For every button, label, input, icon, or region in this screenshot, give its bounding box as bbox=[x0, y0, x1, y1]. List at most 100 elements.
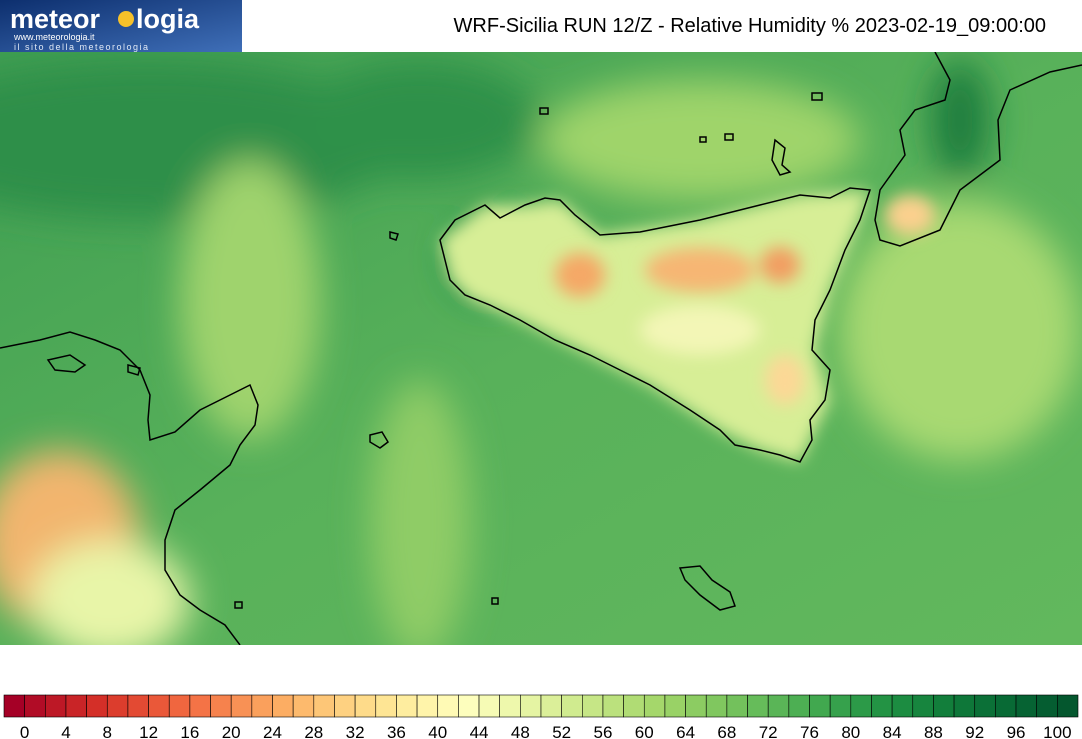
color-swatch bbox=[747, 694, 769, 718]
color-swatch bbox=[871, 694, 893, 718]
aeolian-islands bbox=[771, 138, 792, 176]
pantelleria bbox=[369, 431, 389, 449]
color-swatch bbox=[685, 694, 707, 718]
calabria-coast bbox=[874, 52, 1082, 247]
colorbar-tick-label: 96 bbox=[1007, 723, 1026, 739]
logo-name-start: meteor bbox=[10, 4, 101, 34]
colorbar-tick-label: 24 bbox=[263, 723, 282, 739]
color-swatch bbox=[354, 694, 377, 718]
colorbar-tick-label: 80 bbox=[841, 723, 860, 739]
color-swatch bbox=[313, 694, 335, 718]
logo-url: www.meteorologia.it bbox=[13, 32, 95, 42]
colorbar-tick-label: 52 bbox=[552, 723, 571, 739]
color-swatch bbox=[540, 694, 562, 718]
color-swatch bbox=[602, 694, 624, 718]
color-swatch bbox=[520, 694, 542, 718]
color-swatch bbox=[499, 694, 521, 718]
colorbar-tick-label: 8 bbox=[103, 723, 112, 739]
color-swatch bbox=[272, 694, 294, 718]
color-swatch bbox=[933, 694, 955, 718]
color-swatch bbox=[623, 694, 645, 718]
color-swatch bbox=[45, 694, 67, 718]
color-swatch bbox=[582, 694, 604, 718]
color-swatch bbox=[148, 694, 170, 718]
logo-background bbox=[0, 0, 242, 52]
color-swatch bbox=[561, 694, 583, 718]
color-swatch bbox=[995, 694, 1017, 718]
color-swatch bbox=[106, 694, 129, 718]
color-swatch bbox=[1015, 694, 1037, 718]
color-swatch bbox=[86, 694, 108, 718]
colorbar-tick-label: 72 bbox=[759, 723, 778, 739]
color-swatch bbox=[705, 694, 728, 718]
malta bbox=[678, 565, 736, 611]
color-swatch bbox=[850, 694, 872, 718]
logo-tagline: il sito della meteorologia bbox=[14, 42, 150, 52]
logo: meteor logia www.meteorologia.it il sito… bbox=[0, 0, 242, 52]
colorbar-tick-label: 36 bbox=[387, 723, 406, 739]
color-swatch bbox=[891, 694, 914, 718]
small-islands bbox=[127, 92, 823, 609]
colorbar-tick-label: 76 bbox=[800, 723, 819, 739]
colorbar: 0 4 8 12 16 20 24 28 32 36 40 44 48 52 56 60 64 68 72 76 80 8… bbox=[3, 694, 1079, 739]
island bbox=[46, 354, 87, 373]
colorbar-tick-label: 60 bbox=[635, 723, 654, 739]
colorbar-tick-label: 4 bbox=[61, 723, 70, 739]
color-swatch bbox=[396, 694, 418, 718]
colorbar-tick-label: 32 bbox=[346, 723, 365, 739]
color-swatch bbox=[478, 694, 500, 718]
humidity-patterns bbox=[0, 60, 1080, 645]
coastlines bbox=[0, 52, 1082, 645]
logo-sun bbox=[118, 11, 134, 27]
colorbar-tick-label: 28 bbox=[304, 723, 323, 739]
color-swatch bbox=[767, 694, 790, 718]
color-swatch bbox=[168, 694, 191, 718]
map bbox=[0, 52, 1082, 645]
color-swatch bbox=[230, 694, 253, 718]
color-swatch bbox=[912, 694, 934, 718]
colorbar-tick-label: 44 bbox=[470, 723, 489, 739]
logo-name-end: logia bbox=[136, 4, 200, 34]
sicily-coast bbox=[439, 187, 872, 463]
color-swatch bbox=[974, 694, 996, 718]
colorbar-tick-label: 16 bbox=[180, 723, 199, 739]
map-title: WRF-Sicilia RUN 12/Z - Relative Humidity… bbox=[454, 15, 1046, 37]
colorbar-tick-label: 48 bbox=[511, 723, 530, 739]
color-swatch bbox=[437, 694, 459, 718]
colorbar-tick-label: 64 bbox=[676, 723, 695, 739]
color-swatch bbox=[726, 694, 748, 718]
color-swatch bbox=[664, 694, 686, 718]
color-swatch bbox=[210, 694, 232, 718]
color-swatch bbox=[829, 694, 852, 718]
colorbar-tick-label: 20 bbox=[222, 723, 241, 739]
color-swatch bbox=[1036, 694, 1058, 718]
color-swatch bbox=[788, 694, 810, 718]
colorbar-tick-label: 56 bbox=[594, 723, 613, 739]
color-swatch bbox=[643, 694, 666, 718]
color-swatch bbox=[458, 694, 480, 718]
colorbar-tick-label: 88 bbox=[924, 723, 943, 739]
color-swatch bbox=[334, 694, 356, 718]
colorbar-tick-label: 40 bbox=[428, 723, 447, 739]
color-swatch bbox=[3, 694, 25, 718]
colorbar-tick-label: 0 bbox=[20, 723, 29, 739]
color-swatch bbox=[251, 694, 273, 718]
color-swatch bbox=[809, 694, 831, 718]
color-swatch bbox=[189, 694, 211, 718]
colorbar-tick-label: 84 bbox=[883, 723, 902, 739]
color-swatch bbox=[375, 694, 397, 718]
color-swatch bbox=[24, 694, 46, 718]
color-swatch bbox=[292, 694, 315, 718]
color-swatch bbox=[953, 694, 976, 718]
color-swatch bbox=[65, 694, 87, 718]
color-swatch bbox=[127, 694, 149, 718]
colorbar-tick-label: 92 bbox=[965, 723, 984, 739]
colorbar-tick-label: 12 bbox=[139, 723, 158, 739]
color-swatch bbox=[416, 694, 439, 718]
colorbar-tick-label: 100 bbox=[1043, 723, 1071, 739]
colorbar-tick-label: 68 bbox=[717, 723, 736, 739]
tunisia-coast bbox=[0, 331, 259, 645]
dry-patches bbox=[555, 195, 935, 405]
color-swatch bbox=[1057, 694, 1079, 718]
